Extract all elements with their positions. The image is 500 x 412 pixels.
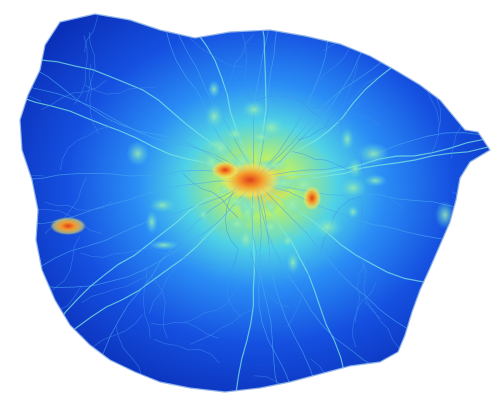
road-line bbox=[45, 236, 81, 297]
warm-patch bbox=[346, 205, 360, 219]
warm-patch bbox=[209, 137, 234, 159]
road-line bbox=[82, 314, 144, 353]
road-line bbox=[189, 309, 253, 345]
road-line bbox=[41, 80, 107, 110]
road-line bbox=[20, 175, 44, 192]
warm-patch bbox=[145, 210, 158, 234]
warm-patch bbox=[256, 116, 286, 140]
road-line bbox=[438, 14, 451, 60]
road-line bbox=[85, 31, 96, 102]
road-line bbox=[147, 246, 217, 266]
road-line bbox=[182, 173, 239, 218]
road-line bbox=[242, 33, 253, 104]
road-line bbox=[449, 91, 490, 112]
warm-patch bbox=[149, 197, 176, 213]
warm-patch bbox=[347, 158, 363, 179]
road-line bbox=[74, 35, 88, 105]
road-line bbox=[20, 179, 256, 226]
road-line bbox=[451, 191, 490, 236]
warm-patch bbox=[357, 142, 390, 165]
central-hotspot bbox=[211, 161, 239, 179]
warm-patch bbox=[223, 195, 250, 207]
warm-patch bbox=[207, 80, 221, 99]
warm-patch bbox=[311, 215, 343, 239]
road-line bbox=[254, 14, 352, 181]
road-line bbox=[23, 179, 256, 278]
road-line bbox=[287, 259, 309, 327]
road-line bbox=[148, 271, 168, 339]
warm-patch bbox=[226, 216, 248, 232]
warm-patch bbox=[363, 174, 388, 187]
road-line bbox=[298, 102, 360, 140]
road-line bbox=[339, 63, 358, 133]
warm-patch bbox=[261, 218, 279, 235]
warm-patch bbox=[237, 226, 254, 252]
warm-patch bbox=[279, 193, 306, 217]
road-line bbox=[80, 248, 151, 258]
road-line bbox=[255, 95, 321, 118]
road-line bbox=[254, 14, 390, 181]
road-line bbox=[143, 267, 151, 339]
road-line bbox=[84, 14, 99, 53]
road-line bbox=[44, 200, 113, 211]
road-line bbox=[358, 202, 368, 273]
road-line bbox=[81, 275, 148, 303]
road-line bbox=[54, 179, 256, 328]
road-line bbox=[183, 283, 241, 324]
east-hotspot bbox=[303, 186, 321, 210]
warm-patch bbox=[286, 251, 300, 274]
road-line bbox=[324, 77, 378, 126]
warm-patch bbox=[281, 234, 295, 248]
warm-patch bbox=[263, 199, 279, 214]
road-line bbox=[20, 71, 42, 102]
warm-patch bbox=[148, 240, 180, 251]
west-hotspot bbox=[50, 217, 86, 235]
warm-patch bbox=[204, 103, 224, 130]
warm-patch bbox=[339, 177, 368, 200]
road-line bbox=[61, 179, 256, 339]
road-line bbox=[95, 179, 256, 370]
road-line bbox=[20, 300, 47, 310]
road-line bbox=[88, 64, 100, 135]
warm-patch bbox=[224, 126, 245, 142]
road-line bbox=[35, 209, 102, 234]
road-line bbox=[60, 126, 111, 171]
road-line bbox=[362, 252, 381, 319]
road-line bbox=[250, 251, 289, 308]
density-hotspots bbox=[50, 80, 455, 274]
road-line bbox=[149, 252, 187, 314]
warm-patch bbox=[241, 100, 267, 120]
road-line bbox=[225, 33, 255, 99]
road-line bbox=[226, 250, 241, 318]
warm-patch bbox=[197, 208, 210, 222]
road-line bbox=[312, 106, 382, 126]
road-line bbox=[150, 322, 219, 339]
road-line bbox=[225, 184, 240, 251]
road-line bbox=[426, 88, 440, 157]
road-line bbox=[352, 282, 377, 348]
road-line bbox=[431, 255, 490, 264]
warm-patch bbox=[126, 141, 150, 167]
road-line bbox=[122, 14, 256, 181]
road-line bbox=[153, 339, 220, 364]
road-line bbox=[125, 14, 256, 181]
road-line bbox=[85, 85, 155, 95]
region-boundary bbox=[19, 13, 491, 393]
warm-patch bbox=[340, 127, 355, 151]
road-line bbox=[184, 29, 244, 67]
